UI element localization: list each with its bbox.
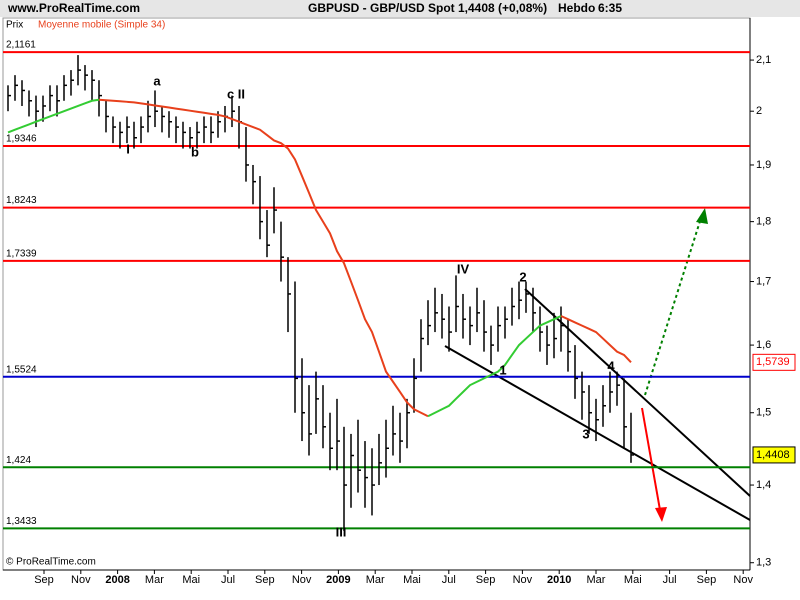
time: 6:35 [598, 1, 622, 15]
arrow-down [641, 407, 661, 511]
y-tick-label: 1,5 [756, 407, 771, 419]
x-tick-label: Mar [366, 574, 385, 586]
moving-average [427, 315, 562, 418]
site: www.ProRealTime.com [7, 1, 140, 15]
chart-title: GBPUSD - GBP/USD Spot [308, 1, 455, 15]
wave-label: I [126, 141, 130, 156]
wave-label: 4 [607, 358, 615, 373]
trend-line [524, 288, 751, 497]
x-tick-label: 2008 [105, 574, 129, 586]
period: Hebdo [558, 1, 595, 15]
x-tick-label: Mai [182, 574, 200, 586]
x-tick-label: Mar [145, 574, 164, 586]
x-tick-label: Nov [292, 574, 312, 586]
y-tick-label: 1,7 [756, 275, 771, 287]
x-tick-label: Jul [221, 574, 235, 586]
x-tick-label: Nov [733, 574, 753, 586]
wave-label: 2 [519, 269, 526, 284]
level-label: 2,1161 [6, 40, 36, 51]
trend-lines [444, 208, 751, 522]
value-box [752, 446, 796, 464]
x-tick-label: Mai [624, 574, 642, 586]
quote: 1,4408 (+0,08%) [458, 1, 547, 15]
y-tick-label: 1,6 [756, 339, 771, 351]
level-label: 1,3433 [6, 516, 37, 527]
moving-average [560, 315, 632, 364]
x-tick-label: Sep [34, 574, 54, 586]
y-tick-label: 1,9 [756, 159, 771, 171]
level-label: 1,7339 [6, 248, 37, 259]
value-box-label: 1,5739 [756, 356, 790, 368]
wave-label: c II [227, 86, 245, 101]
x-tick-label: Sep [697, 574, 717, 586]
trend-line [444, 345, 751, 521]
source: © ProRealTime.com [6, 557, 96, 568]
x-tick-label: Jul [442, 574, 456, 586]
y-tick-label: 2,1 [756, 54, 771, 66]
x-tick-label: Nov [71, 574, 91, 586]
legend-entry: Prix [6, 20, 23, 31]
x-tick-label: Sep [255, 574, 275, 586]
wave-label: b [191, 144, 199, 159]
x-tick-label: Mai [403, 574, 421, 586]
level-label: 1,8243 [6, 195, 37, 206]
y-tick-label: 1,4 [756, 479, 771, 491]
level-label: 1,424 [6, 455, 31, 466]
x-tick-label: Jul [663, 574, 677, 586]
arrow-up [644, 217, 702, 396]
y-tick-label: 2 [756, 105, 762, 117]
wave-label: 3 [582, 426, 589, 441]
x-tick-label: 2010 [547, 574, 571, 586]
moving-average [98, 98, 429, 418]
legend-entry: Moyenne mobile (Simple 34) [38, 20, 165, 31]
x-tick-label: Mar [587, 574, 606, 586]
arrow-head [696, 208, 708, 224]
level-label: 1,5524 [6, 364, 37, 375]
wave-label: IV [457, 261, 470, 276]
arrow-head [655, 507, 667, 522]
y-tick-label: 1,3 [756, 557, 771, 569]
y-tick-label: 1,8 [756, 216, 771, 228]
level-label: 1,9346 [6, 134, 37, 145]
header-bar [0, 0, 800, 17]
wave-label: a [153, 73, 161, 88]
wave-label: III [336, 524, 347, 539]
moving-average [7, 98, 100, 134]
x-tick-label: Sep [476, 574, 496, 586]
x-tick-label: 2009 [326, 574, 350, 586]
value-box [752, 353, 796, 371]
wave-label: 1 [499, 362, 506, 377]
value-box-label: 1,4408 [756, 449, 790, 461]
x-tick-label: Nov [513, 574, 533, 586]
